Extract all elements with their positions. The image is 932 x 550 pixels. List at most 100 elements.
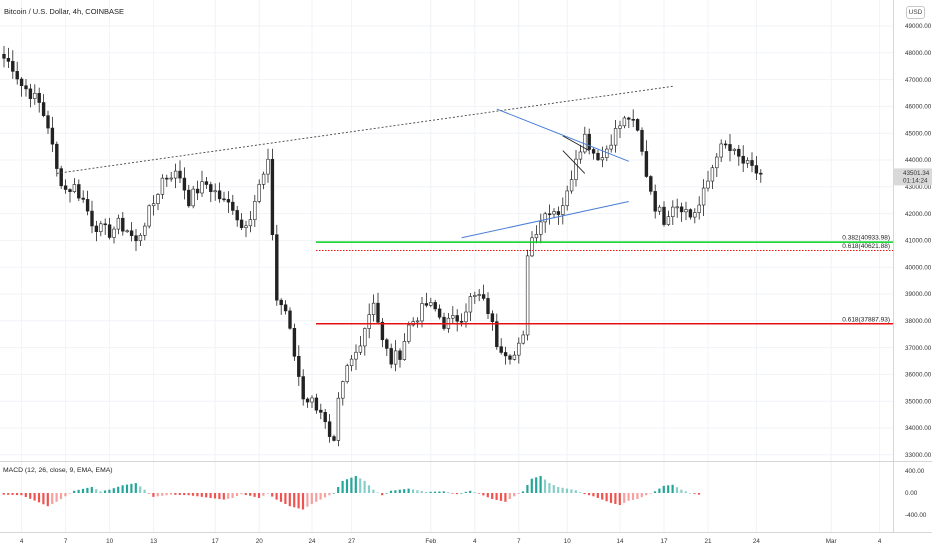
candle [200, 170, 204, 197]
candle [437, 304, 442, 320]
candle [63, 179, 68, 194]
time-tick-label: 21 [704, 538, 712, 545]
price-tick-label: 48000.00 [905, 50, 932, 57]
macd-bar [438, 491, 441, 493]
macd-bar [178, 493, 181, 495]
macd-bar [345, 479, 349, 493]
candle [327, 413, 332, 443]
macd-bar [535, 477, 538, 493]
macd-bar [411, 489, 415, 493]
flag-channel-line[interactable] [562, 135, 590, 152]
candle [301, 369, 305, 406]
candle [336, 392, 341, 447]
candle [143, 222, 147, 241]
candle [486, 292, 490, 320]
price-tick-label: 43000.00 [905, 184, 932, 191]
candle [235, 205, 239, 227]
candle [129, 222, 134, 242]
candle [477, 289, 481, 302]
candle [455, 309, 459, 332]
candle [354, 344, 358, 370]
time-tick-label: 7 [64, 538, 68, 545]
macd-bar [455, 493, 459, 495]
candles [2, 46, 763, 447]
macd-tick-label: 400.00 [905, 468, 925, 475]
candle [442, 312, 446, 331]
triangle-trendline[interactable] [461, 201, 629, 239]
candle [706, 170, 710, 192]
macd-bar [51, 493, 54, 504]
macd-bar [227, 493, 230, 499]
macd-bar [319, 493, 322, 500]
macd-bar [552, 485, 555, 493]
macd-bar [169, 493, 173, 495]
macd-bar [609, 493, 613, 503]
candle [160, 174, 165, 199]
macd-bar [73, 490, 76, 493]
candle [341, 380, 345, 406]
candle [156, 193, 160, 211]
macd-bar [42, 493, 45, 505]
candle [547, 204, 552, 225]
candle [46, 110, 50, 134]
price-pane[interactable] [0, 0, 893, 461]
macd-bar [152, 493, 155, 497]
macd-bar [337, 486, 340, 493]
fib-level-label: 0.618(37887.93) [842, 316, 890, 323]
price-tick-label: 35000.00 [905, 398, 932, 405]
candle [679, 202, 684, 222]
candle [640, 127, 644, 156]
flag-channel-line[interactable] [562, 150, 586, 174]
candle [68, 188, 72, 203]
candle [385, 338, 389, 356]
macd-bar [222, 493, 225, 500]
macd-bar [332, 493, 335, 494]
macd-bar [68, 493, 71, 494]
macd-bar [288, 493, 291, 507]
price-tick-label: 41000.00 [905, 238, 932, 245]
macd-bar [587, 493, 591, 496]
candle [125, 229, 129, 233]
candle [103, 218, 107, 235]
candle [72, 178, 77, 194]
macd-bar [266, 493, 269, 494]
candle [310, 395, 314, 409]
candle [490, 310, 495, 331]
macd-bar [416, 490, 419, 493]
candle [644, 140, 649, 178]
price-tick-label: 39000.00 [905, 291, 932, 298]
time-tick-label: 17 [212, 538, 220, 545]
macd-pane[interactable] [0, 462, 893, 532]
candle [226, 191, 231, 214]
macd-bar [596, 493, 599, 498]
candle [2, 46, 6, 68]
candle [33, 84, 37, 105]
fib-level-label: 0.382(40933.98) [842, 235, 890, 242]
macd-bar [367, 485, 371, 493]
currency-badge[interactable]: USD [906, 6, 925, 19]
candle [81, 190, 85, 203]
macd-bar [372, 489, 375, 493]
candle [556, 206, 561, 225]
candle [684, 201, 688, 221]
candle [134, 228, 138, 252]
candle [297, 345, 301, 386]
macd-bar [649, 493, 652, 494]
candle [77, 179, 81, 202]
candle [85, 190, 90, 216]
annotations[interactable] [56, 85, 893, 325]
macd-bar [675, 487, 679, 493]
candle [323, 409, 327, 429]
candle [728, 133, 732, 162]
triangle-trendline[interactable] [496, 108, 629, 162]
macd-bar [24, 493, 27, 497]
candle [622, 115, 627, 129]
macd-bar [341, 480, 344, 493]
candle [28, 83, 33, 108]
price-tick-label: 40000.00 [905, 264, 932, 271]
fib-level-label: 0.618(40621.88) [842, 243, 890, 250]
candle [50, 116, 55, 152]
candle [618, 120, 622, 139]
